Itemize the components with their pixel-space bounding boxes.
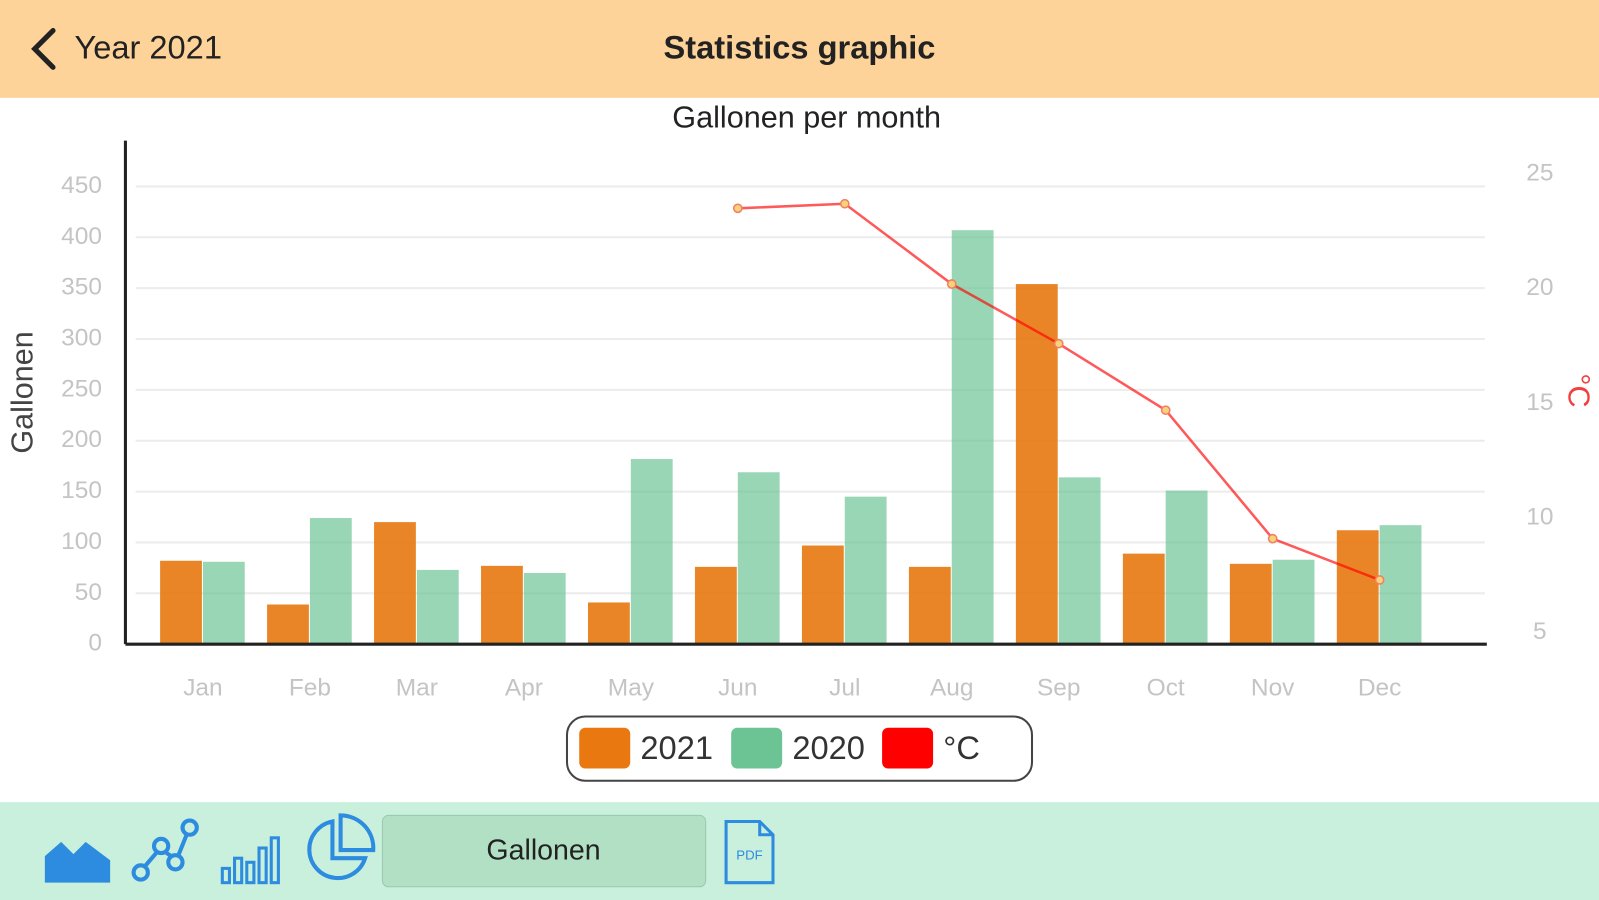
bar [630, 459, 673, 645]
area-chart-icon[interactable] [44, 841, 111, 883]
y2-tick-label: 25 [1526, 159, 1553, 186]
legend-label: 2020 [792, 729, 865, 766]
bar [1015, 284, 1058, 645]
legend-swatch [731, 727, 783, 769]
y-tick-label: 250 [61, 375, 102, 402]
y-tick-label: 300 [61, 324, 102, 351]
bar [1272, 559, 1315, 645]
y-tick-label: 400 [61, 223, 102, 250]
y-axis-label: Gallonen [6, 331, 40, 453]
bar [160, 560, 202, 645]
bar [951, 230, 994, 645]
chart-title: Gallonen per month [672, 100, 941, 134]
x-tick-label: May [608, 674, 655, 701]
x-tick-label: Jan [183, 674, 222, 701]
line-chart-icon[interactable] [131, 818, 199, 882]
x-tick-label: Aug [930, 674, 974, 701]
bar-chart-icon[interactable] [220, 836, 280, 885]
x-tick-label: Feb [289, 674, 331, 701]
line-point [732, 203, 743, 214]
x-tick-label: Mar [396, 674, 438, 701]
y2-tick-label: 10 [1526, 503, 1553, 530]
y-tick-label: 150 [61, 477, 102, 504]
x-tick-label: Oct [1147, 674, 1185, 701]
pie-chart-icon[interactable] [307, 813, 376, 881]
y2-axis-label: °C [1561, 373, 1595, 407]
y2-tick-label: 15 [1526, 389, 1553, 416]
bar [1379, 525, 1422, 645]
y-tick-label: 350 [61, 274, 102, 301]
back-arrow[interactable] [31, 28, 56, 70]
bar [1336, 530, 1379, 645]
line-point [1160, 405, 1171, 416]
x-tick-label: Sep [1037, 674, 1081, 701]
line-point [1053, 338, 1064, 349]
y-tick-label: 100 [61, 528, 102, 555]
y-tick-label: 200 [61, 426, 102, 453]
x-tick-label: Nov [1251, 674, 1295, 701]
y-tick-label: 50 [75, 579, 102, 606]
unit-button-label[interactable]: Gallonen [486, 835, 600, 867]
bar [1165, 490, 1208, 645]
bar [844, 496, 887, 645]
bar [801, 545, 844, 645]
bar [416, 569, 459, 645]
header-bar [0, 0, 1599, 98]
bar [908, 566, 951, 645]
line-point [1374, 575, 1385, 585]
y2-tick-label: 5 [1533, 618, 1547, 645]
x-tick-label: Jun [718, 674, 757, 701]
back-label[interactable]: Year 2021 [74, 29, 222, 66]
bar [1122, 553, 1165, 645]
y-tick-label: 450 [61, 172, 102, 199]
legend-label: 2021 [640, 729, 713, 766]
legend-swatch [579, 727, 631, 769]
chart: 0 50 100 150 200 250 300 350 400 450 5 10 15 20 25 Jan F… [61, 140, 1553, 769]
legend-swatch [882, 727, 934, 769]
bar [1058, 477, 1101, 645]
pdf-icon[interactable] [724, 819, 775, 885]
unit-button[interactable] [381, 814, 707, 888]
bar [694, 566, 737, 645]
pdf-label[interactable]: PDF [736, 848, 763, 863]
y-tick-label: 0 [88, 630, 102, 657]
toolbar [0, 802, 1599, 900]
bar [523, 572, 566, 645]
x-tick-label: Apr [505, 674, 543, 701]
header-title: Statistics graphic [664, 29, 936, 66]
line-point [839, 198, 850, 209]
line-point [946, 279, 957, 289]
x-tick-label: Dec [1358, 674, 1402, 701]
bar [309, 518, 352, 645]
bar [374, 522, 416, 645]
legend-label: °C [943, 729, 980, 766]
bar [202, 561, 245, 645]
x-tick-label: Jul [829, 674, 860, 701]
bar [587, 602, 630, 645]
bar [267, 604, 309, 645]
line-point [1267, 533, 1278, 544]
bar [1229, 563, 1272, 645]
bar [481, 565, 523, 645]
y2-tick-label: 20 [1526, 274, 1553, 301]
bar [737, 472, 780, 645]
